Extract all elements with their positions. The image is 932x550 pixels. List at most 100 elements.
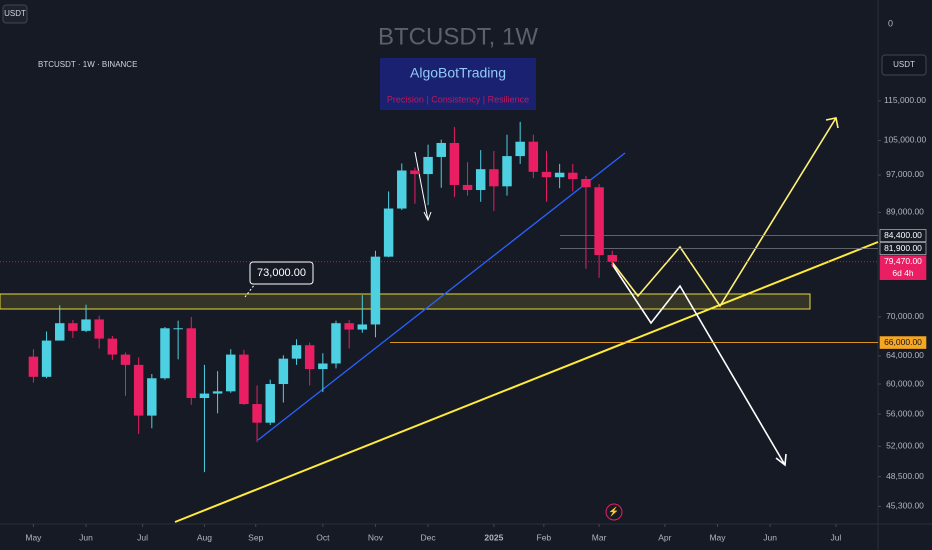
projection-path — [611, 117, 837, 308]
y-tick-label: 97,000.00 — [886, 169, 924, 179]
candle-body — [94, 319, 104, 339]
callout-label: 73,000.00 — [257, 267, 306, 279]
candle-body — [186, 328, 197, 399]
projection-path — [611, 263, 786, 466]
x-tick-label: Jul — [137, 532, 148, 542]
x-tick-label: Dec — [421, 532, 437, 542]
candle-body — [528, 141, 539, 172]
x-tick-label: Mar — [592, 532, 607, 542]
candle-body — [239, 354, 249, 405]
price-level-label: 84,400.00 — [884, 230, 922, 240]
candle-body — [147, 378, 157, 416]
trendline — [257, 152, 626, 441]
y-tick-label: 70,000.00 — [886, 311, 924, 321]
candle-body — [475, 169, 486, 191]
y-tick-label: 48,500.00 — [886, 471, 924, 481]
x-tick-label: Jun — [763, 532, 777, 542]
candle-body — [489, 169, 499, 187]
y-tick-label: 89,000.00 — [886, 207, 924, 217]
price-level-box — [879, 255, 927, 281]
x-tick-label: May — [25, 532, 42, 542]
candle-body — [383, 208, 394, 257]
price-level-box — [879, 336, 927, 349]
axis-zero: 0 — [888, 18, 893, 28]
event-icon[interactable] — [605, 503, 623, 521]
candle-body — [120, 354, 131, 365]
candle-body — [278, 358, 289, 385]
currency-box-label[interactable]: USDT — [893, 60, 915, 69]
candle-body — [226, 354, 236, 392]
arrow-head — [825, 117, 839, 129]
candle-body — [107, 338, 118, 355]
chart-subtitle: BTCUSDT · 1W · BINANCE — [38, 60, 137, 69]
candle-body — [173, 328, 183, 330]
y-tick-label: 64,000.00 — [886, 350, 924, 360]
x-tick-label: Sep — [248, 532, 263, 542]
candle-body — [133, 364, 144, 416]
price-level-label: 79,470.00 — [884, 256, 922, 266]
arrow — [414, 151, 429, 221]
candle-body — [344, 323, 354, 330]
countdown: 6d 4h — [892, 268, 914, 278]
x-tick-label: Jun — [79, 532, 93, 542]
price-level-label: 66,000.00 — [884, 337, 922, 347]
candle-body — [436, 142, 446, 157]
candle-body — [357, 324, 368, 330]
trendline — [174, 241, 879, 523]
chart-title: BTCUSDT, 1W — [378, 23, 538, 50]
x-tick-label: Feb — [537, 532, 552, 542]
candle-body — [541, 171, 552, 178]
y-tick-label: 45,300.00 — [886, 501, 924, 511]
x-tick-label: Aug — [197, 532, 212, 542]
candle-body — [318, 363, 328, 370]
watermark-box — [380, 58, 536, 110]
candle-body — [449, 142, 460, 185]
y-tick-label: 56,000.00 — [886, 408, 924, 418]
y-tick-label: 105,000.00 — [884, 135, 927, 145]
candle-body — [581, 179, 591, 188]
arrow-head — [423, 211, 432, 222]
candle-body — [331, 323, 341, 364]
candle-body — [607, 255, 617, 262]
candle-body — [68, 323, 78, 331]
candle-body — [199, 393, 210, 399]
candle-body — [212, 391, 223, 394]
currency-box[interactable] — [881, 54, 927, 76]
watermark-name: AlgoBotTrading — [410, 65, 506, 81]
candle-body — [515, 141, 525, 157]
candle-body — [265, 384, 275, 423]
price-level-box — [879, 229, 927, 242]
y-tick-label: 60,000.00 — [886, 378, 924, 388]
y-tick-label: 115,000.00 — [884, 95, 926, 105]
candle-body — [423, 156, 433, 175]
x-tick-label: Oct — [316, 532, 330, 542]
x-tick-label: Jul — [830, 532, 841, 542]
support-zone — [0, 293, 811, 310]
x-tick-label: Apr — [658, 532, 671, 542]
candle-body — [397, 170, 407, 209]
callout-box — [249, 261, 314, 285]
candle-body — [54, 323, 65, 341]
event-icon-glyph[interactable]: ⚡ — [608, 505, 619, 517]
currency-button[interactable] — [2, 4, 28, 24]
candle-body — [304, 345, 315, 370]
candle-body — [554, 172, 565, 178]
callout-pointer — [244, 283, 256, 298]
x-tick-label: Nov — [368, 532, 384, 542]
candle-body — [160, 328, 170, 379]
candle-body — [370, 256, 381, 325]
price-level-box — [879, 242, 927, 255]
candle-body — [410, 170, 420, 175]
watermark-tagline: Precision | Consistency | Resilience — [387, 94, 529, 104]
x-tick-label: May — [709, 532, 726, 542]
candle-body — [568, 172, 578, 180]
candle-body — [81, 319, 91, 331]
candle-body — [594, 187, 604, 256]
candle-body — [28, 356, 39, 377]
candle-body — [291, 345, 302, 359]
y-tick-label: 52,000.00 — [886, 441, 924, 451]
arrow-head — [775, 453, 787, 467]
candle-body — [41, 340, 52, 377]
currency-button-label[interactable]: USDT — [4, 9, 26, 18]
